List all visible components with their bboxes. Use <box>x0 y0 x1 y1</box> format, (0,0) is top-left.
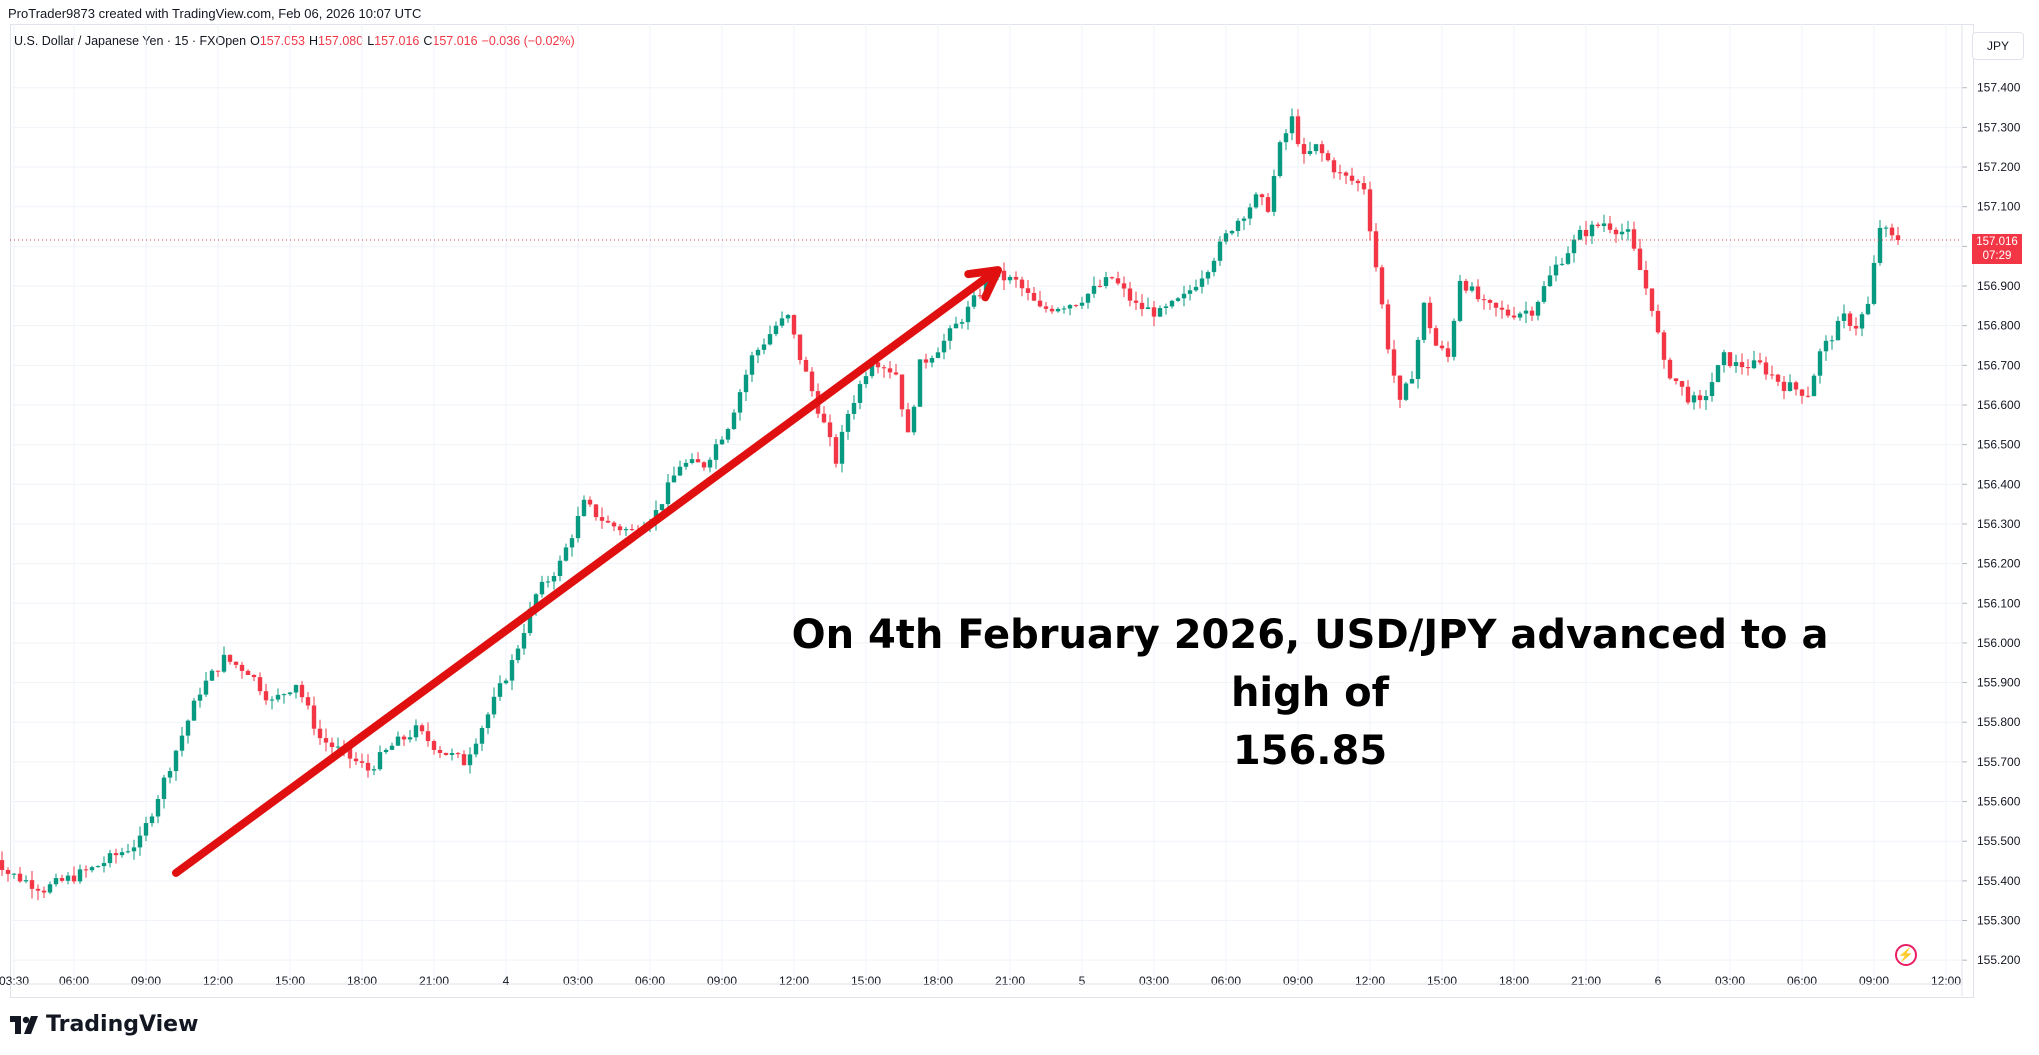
ohlc-high: H157.080 <box>309 34 364 48</box>
logo-text: TradingView <box>46 1012 199 1037</box>
chart-frame <box>10 24 1974 998</box>
y-tick-label: 155.800 <box>1977 715 2021 729</box>
chart-annotation: On 4th February 2026, USD/JPY advanced t… <box>740 606 1880 780</box>
ohlc-change: −0.036 (−0.02%) <box>481 34 575 48</box>
chart-created-by: ProTrader9873 created with TradingView.c… <box>8 6 422 21</box>
y-tick-label: 155.400 <box>1977 874 2021 888</box>
last-price-tag: 157.016 07:29 <box>1972 234 2022 264</box>
y-tick-label: 157.100 <box>1977 200 2021 214</box>
y-tick-label: 156.400 <box>1977 477 2021 491</box>
y-tick-label: 155.300 <box>1977 914 2021 928</box>
symbol-legend[interactable]: U.S. Dollar / Japanese Yen · 15 · FXOpen… <box>14 34 575 48</box>
y-tick-label: 155.500 <box>1977 834 2021 848</box>
y-tick-label: 157.300 <box>1977 120 2021 134</box>
candle-body <box>0 860 5 871</box>
lightning-icon[interactable]: ⚡ <box>1895 944 1917 966</box>
ohlc-open: O157.053 <box>250 34 305 48</box>
y-tick-label: 156.300 <box>1977 517 2021 531</box>
y-tick-label: 155.900 <box>1977 676 2021 690</box>
y-tick-label: 155.200 <box>1977 953 2021 967</box>
y-tick-label: 156.000 <box>1977 636 2021 650</box>
tradingview-logo[interactable]: TradingView <box>10 1012 198 1037</box>
ohlc-close: C157.016 <box>423 34 478 48</box>
symbol-title[interactable]: U.S. Dollar / Japanese Yen · 15 · FXOpen <box>14 34 247 48</box>
y-tick-label: 157.200 <box>1977 160 2021 174</box>
y-tick-label: 156.600 <box>1977 398 2021 412</box>
currency-selector[interactable]: JPY <box>1972 32 2024 60</box>
y-tick-label: 155.600 <box>1977 795 2021 809</box>
annotation-line-2: 156.85 <box>1232 728 1388 774</box>
y-tick-label: 155.700 <box>1977 755 2021 769</box>
bar-countdown: 07:29 <box>1982 250 2012 262</box>
y-tick-label: 157.400 <box>1977 81 2021 95</box>
annotation-line-1: On 4th February 2026, USD/JPY advanced t… <box>791 612 1829 716</box>
last-price-value: 157.016 <box>1976 236 2018 248</box>
y-tick-label: 156.200 <box>1977 557 2021 571</box>
y-tick-label: 156.500 <box>1977 438 2021 452</box>
y-tick-label: 156.900 <box>1977 279 2021 293</box>
y-tick-label: 156.100 <box>1977 596 2021 610</box>
tradingview-logo-icon <box>10 1015 38 1034</box>
y-tick-label: 156.800 <box>1977 319 2021 333</box>
y-tick-label: 156.700 <box>1977 358 2021 372</box>
ohlc-low: L157.016 <box>367 34 420 48</box>
